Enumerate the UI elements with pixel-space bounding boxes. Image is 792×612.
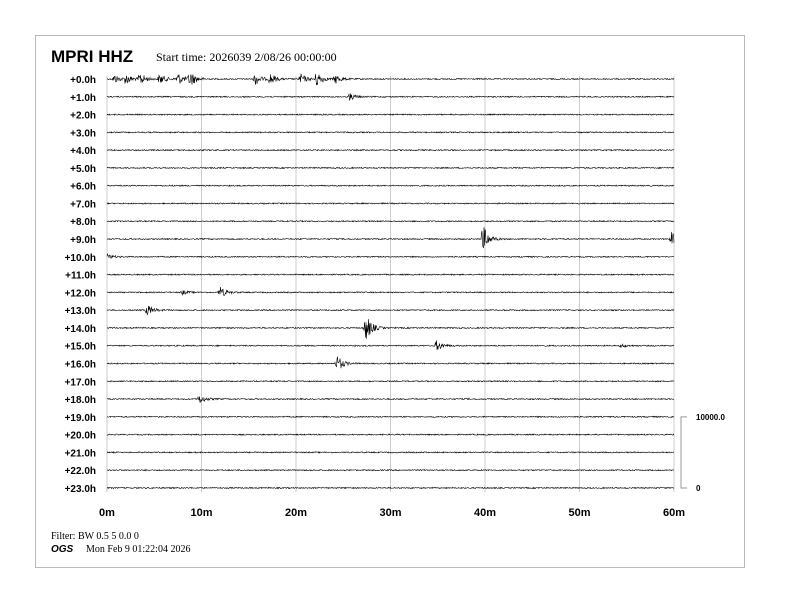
- trace-line: [106, 356, 675, 369]
- row-label: +12.0h: [65, 288, 96, 299]
- row-label: +20.0h: [65, 431, 96, 442]
- scale-bar: [680, 416, 687, 489]
- x-tick-label: 20m: [285, 507, 307, 519]
- x-tick-label: 10m: [190, 507, 212, 519]
- row-label: +21.0h: [65, 448, 96, 459]
- trace-line: [106, 415, 675, 419]
- row-label: +23.0h: [65, 484, 96, 495]
- x-tick-label: 0m: [99, 507, 115, 519]
- trace-line: [106, 227, 675, 249]
- generated-timestamp: Mon Feb 9 01:22:04 2026: [86, 544, 191, 555]
- trace-line: [106, 451, 675, 454]
- trace-line: [106, 131, 675, 134]
- trace-line: [106, 166, 675, 170]
- trace-line: [106, 486, 675, 490]
- trace-line: [106, 184, 675, 187]
- scale-min-label: 0: [696, 484, 701, 493]
- row-label: +18.0h: [65, 395, 96, 406]
- plot-frame: [35, 35, 745, 568]
- row-label: +10.0h: [65, 253, 96, 264]
- station-title: MPRI HHZ: [51, 47, 134, 66]
- row-label: +9.0h: [70, 235, 96, 246]
- row-label: +19.0h: [65, 413, 96, 424]
- row-label: +14.0h: [65, 324, 96, 335]
- org-label: OGS: [51, 544, 74, 555]
- trace-line: [106, 273, 675, 276]
- row-label: +4.0h: [70, 146, 96, 157]
- row-label: +8.0h: [70, 217, 96, 228]
- row-label: +16.0h: [65, 359, 96, 370]
- row-label: +6.0h: [70, 182, 96, 193]
- trace-line: [106, 287, 675, 297]
- x-tick-label: 50m: [568, 507, 590, 519]
- row-label: +15.0h: [65, 342, 96, 353]
- trace-line: [106, 253, 675, 259]
- trace-line: [106, 319, 675, 339]
- trace-line: [106, 202, 675, 205]
- row-label: +11.0h: [65, 271, 96, 282]
- trace-line: [106, 73, 675, 86]
- trace-line: [106, 396, 675, 403]
- scale-max-label: 10000.0: [696, 413, 725, 422]
- start-time: Start time: 2026039 2/08/26 00:00:00: [156, 50, 337, 64]
- row-label: +5.0h: [70, 164, 96, 175]
- trace-line: [106, 306, 675, 316]
- x-tick-label: 40m: [474, 507, 496, 519]
- trace-line: [106, 219, 675, 223]
- trace-line: [106, 93, 675, 102]
- row-label: +17.0h: [65, 377, 96, 388]
- row-label: +3.0h: [70, 128, 96, 139]
- row-label: +13.0h: [65, 306, 96, 317]
- trace-line: [106, 148, 675, 152]
- row-label: +22.0h: [65, 466, 96, 477]
- trace-line: [106, 379, 675, 383]
- row-label: +1.0h: [70, 93, 96, 104]
- trace-line: [106, 113, 675, 116]
- row-label: +0.0h: [70, 75, 96, 86]
- filter-label: Filter: BW 0.5 5 0.0 0: [51, 531, 139, 542]
- row-label: +7.0h: [70, 199, 96, 210]
- trace-line: [106, 340, 675, 350]
- trace-line: [106, 468, 675, 472]
- row-label: +2.0h: [70, 111, 96, 122]
- trace-line: [106, 433, 675, 436]
- x-tick-label: 60m: [663, 507, 685, 519]
- x-tick-label: 30m: [379, 507, 401, 519]
